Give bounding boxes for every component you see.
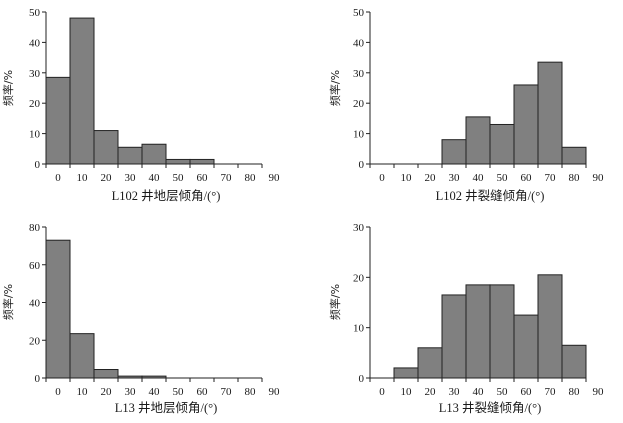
x-tick-label: 90: [593, 386, 605, 398]
bar-40-50: [465, 284, 491, 379]
bar-40-50: [465, 116, 491, 165]
x-tick-label: 0: [55, 172, 61, 184]
y-tick-label: 40: [353, 37, 365, 49]
x-tick-label: 40: [473, 172, 485, 184]
y-tick-label: 0: [35, 373, 41, 385]
y-tick-label: 50: [29, 7, 41, 19]
x-tick-label: 50: [497, 386, 509, 398]
y-tick-label: 10: [353, 323, 365, 335]
x-tick-label: 60: [197, 172, 209, 184]
x-tick-label: 30: [125, 386, 137, 398]
bar-40-50: [141, 143, 167, 165]
histogram-panel-3: 0 20 40 60 80 0 10 20 30 40 50 60 70 80 90 频率/% L13 井地层倾…: [1, 222, 281, 415]
y-tick-label: 40: [29, 298, 41, 310]
bar-50-60: [489, 284, 515, 379]
y-tick-label: 80: [29, 222, 41, 234]
x-tick-label: 60: [197, 386, 209, 398]
bar-80-90: [561, 344, 587, 379]
y-tick-label: 20: [353, 272, 365, 284]
x-tick-label: 70: [545, 172, 557, 184]
bar-70-80: [537, 61, 563, 165]
histogram-panel-4: 0 10 20 30 0 10 20 30 40 50 60 70 80 90 频率/% L13 井裂缝倾角/…: [328, 222, 605, 415]
x-tick-label: 60: [521, 386, 533, 398]
x-tick-label: 80: [245, 172, 257, 184]
bar-60-70: [513, 84, 539, 165]
y-tick-label: 30: [29, 68, 41, 80]
x-tick-label: 50: [173, 172, 185, 184]
y-tick-label: 30: [353, 222, 365, 234]
x-tick-label: 20: [101, 386, 113, 398]
histogram-panel-1: 0 10 20 30 40 50 0 10 20 30 40 50 60 70 80 90 频率/% L102 井…: [1, 7, 281, 203]
x-tick-label: 80: [569, 172, 581, 184]
bar-60-70: [189, 158, 215, 165]
x-tick-label: 0: [379, 386, 385, 398]
bar-80-90: [561, 146, 587, 165]
x-tick-label: 60: [521, 172, 533, 184]
y-axis-label: 频率/%: [1, 70, 15, 106]
y-tick-label: 10: [353, 129, 365, 141]
x-tick-label: 80: [245, 386, 257, 398]
x-tick-label: 90: [593, 172, 605, 184]
y-tick-label: 60: [29, 260, 41, 272]
y-tick-label: 20: [353, 98, 365, 110]
x-tick-label: 90: [269, 386, 281, 398]
x-tick-label: 10: [77, 386, 89, 398]
x-tick-label: 90: [269, 172, 281, 184]
bar-20-30: [417, 347, 443, 379]
y-tick-label: 40: [29, 37, 41, 49]
bar-20-30: [93, 369, 119, 379]
y-tick-label: 20: [29, 335, 41, 347]
histogram-panel-2: 0 10 20 30 40 50 0 10 20 30 40 50 60 70 80 90 频率/% L102 井…: [328, 7, 605, 203]
bar-30-40: [117, 146, 143, 165]
bar-30-40: [441, 139, 467, 165]
x-tick-label: 40: [149, 386, 161, 398]
bar-10-20: [393, 367, 419, 379]
x-tick-label: 10: [401, 172, 413, 184]
x-tick-label: 50: [497, 172, 509, 184]
x-tick-label: 30: [449, 172, 461, 184]
x-tick-label: 10: [401, 386, 413, 398]
bar-70-80: [537, 274, 563, 379]
x-axis-label: L102 井裂缝倾角/(°): [436, 188, 545, 203]
x-axis-label: L102 井地层倾角/(°): [112, 189, 221, 203]
y-axis-label: 频率/%: [328, 70, 342, 106]
x-tick-label: 70: [545, 386, 557, 398]
x-tick-label: 10: [77, 172, 89, 184]
bar-0-10: [45, 76, 71, 165]
x-tick-label: 20: [425, 172, 437, 184]
y-tick-label: 0: [359, 159, 365, 171]
x-tick-label: 30: [125, 172, 137, 184]
x-tick-label: 20: [101, 172, 113, 184]
bar-60-70: [513, 314, 539, 379]
bar-50-60: [165, 158, 191, 165]
x-tick-label: 80: [569, 386, 581, 398]
x-tick-label: 30: [449, 386, 461, 398]
x-tick-label: 20: [425, 386, 437, 398]
x-tick-label: 40: [149, 172, 161, 184]
x-tick-label: 40: [473, 386, 485, 398]
x-tick-label: 70: [221, 386, 233, 398]
bar-0-10: [45, 239, 71, 379]
bar-20-30: [93, 130, 119, 165]
y-tick-label: 0: [359, 373, 365, 385]
bar-10-20: [69, 333, 95, 379]
y-tick-label: 20: [29, 98, 41, 110]
y-tick-label: 30: [353, 68, 365, 80]
x-tick-label: 0: [55, 386, 61, 398]
x-tick-label: 0: [379, 172, 385, 184]
bar-30-40: [441, 294, 467, 379]
x-tick-label: 70: [221, 172, 233, 184]
y-axis-label: 频率/%: [328, 284, 342, 320]
y-axis-label: 频率/%: [1, 284, 15, 320]
x-tick-label: 50: [173, 386, 185, 398]
x-axis-label: L13 井裂缝倾角/(°): [439, 400, 542, 415]
y-tick-label: 10: [29, 129, 41, 141]
y-tick-label: 0: [35, 159, 41, 171]
y-tick-label: 50: [353, 7, 365, 19]
bar-10-20: [69, 17, 95, 165]
x-axis-label: L13 井地层倾角/(°): [115, 401, 218, 415]
bar-50-60: [489, 123, 515, 165]
